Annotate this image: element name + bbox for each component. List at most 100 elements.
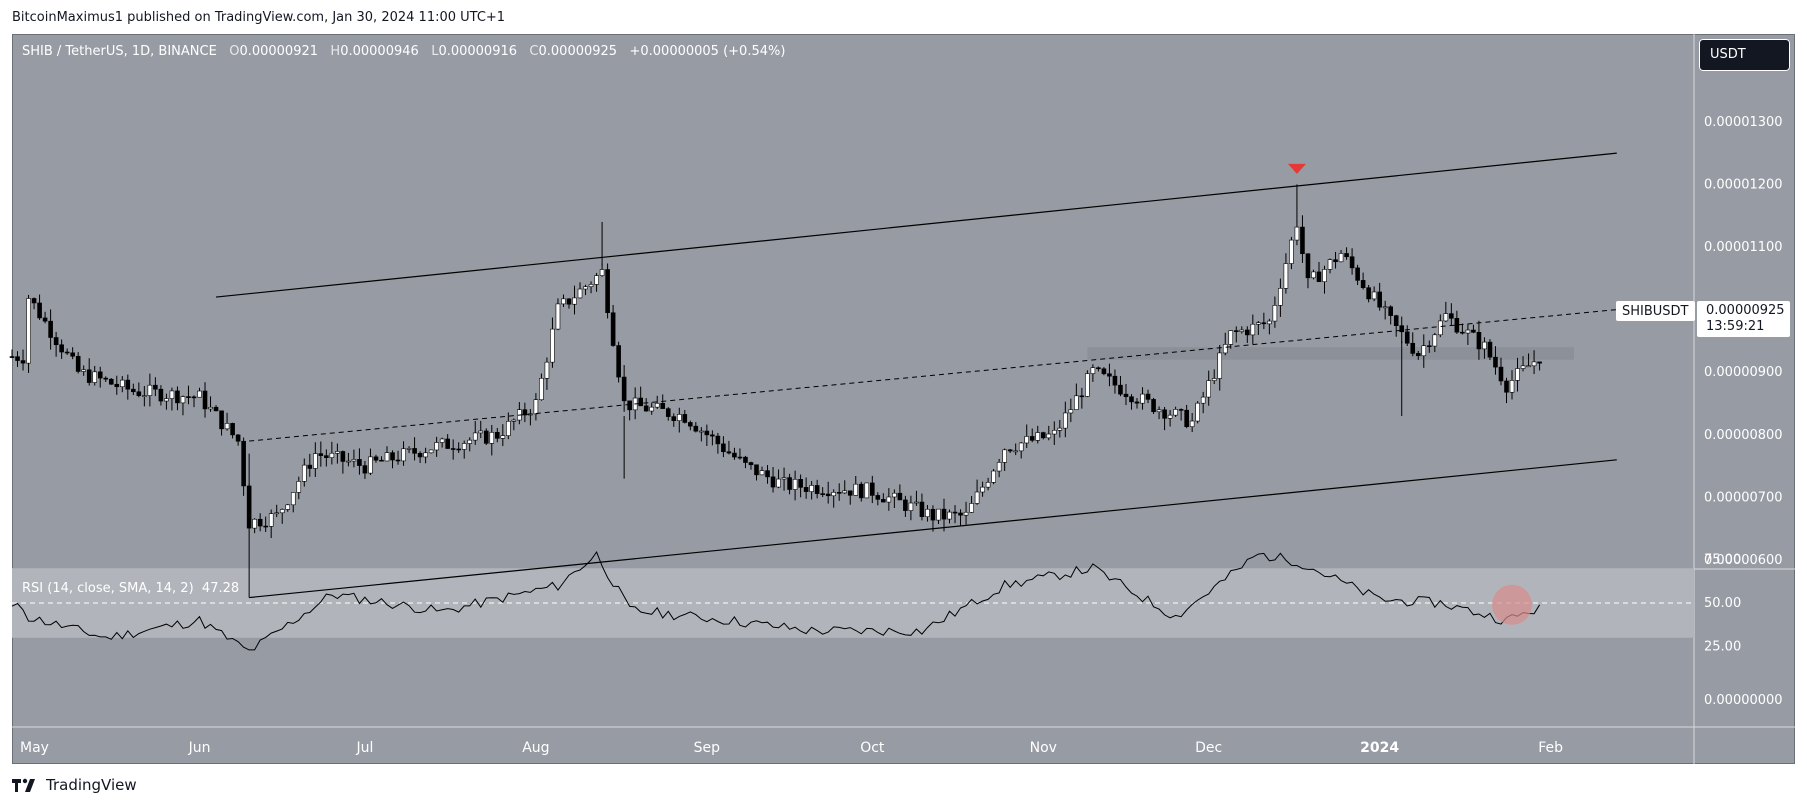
price-tick-label: 0.00000900: [1704, 365, 1783, 380]
candle-up: [577, 288, 583, 299]
candle-down: [671, 416, 677, 421]
candle-up: [335, 451, 340, 454]
candle-down: [1504, 380, 1509, 393]
candle-up: [1195, 402, 1200, 422]
candle-down: [103, 377, 109, 380]
candle-down: [324, 455, 329, 458]
time-tick-label: May: [20, 740, 49, 756]
footer-brand[interactable]: TradingView: [12, 776, 137, 794]
candle-up: [81, 369, 86, 372]
candle-up: [296, 481, 302, 493]
candle-up: [169, 390, 175, 399]
candle-down: [1537, 361, 1542, 364]
low-value: 0.00000916: [438, 44, 518, 59]
candle-up: [180, 396, 186, 404]
rsi-tick-label: 75.00: [1704, 553, 1741, 568]
candle-down: [9, 356, 15, 358]
candle-up: [1057, 427, 1063, 431]
candle-up: [290, 492, 296, 506]
candle-down: [86, 369, 92, 383]
candle-up: [914, 501, 919, 504]
candle-up: [831, 492, 836, 497]
candle-up: [1239, 329, 1245, 332]
candle-up: [676, 414, 682, 421]
candle-up: [1068, 409, 1074, 414]
candle-down: [114, 383, 120, 388]
candle-up: [1173, 409, 1178, 416]
candle-down: [1377, 291, 1382, 308]
candle-up: [991, 470, 996, 483]
candle-down: [814, 485, 820, 494]
candle-up: [925, 508, 930, 518]
candle-down: [903, 499, 908, 511]
candle-down: [445, 438, 450, 449]
candle-down: [627, 400, 632, 411]
candle-down: [153, 384, 158, 390]
time-tick-label: Feb: [1538, 740, 1563, 756]
candle-up: [147, 384, 153, 396]
candle-up: [550, 328, 555, 363]
candle-up: [1421, 345, 1427, 357]
candle-down: [1471, 329, 1476, 333]
candle-down: [1107, 373, 1112, 377]
candle-down: [20, 360, 26, 364]
candle-down: [1007, 449, 1013, 452]
candle-down: [307, 464, 313, 469]
candle-down: [158, 388, 164, 402]
candle-down: [70, 352, 75, 357]
resistance-zone: [1087, 347, 1574, 360]
candle-down: [688, 422, 693, 427]
candle-up: [1338, 253, 1344, 263]
publish-byline: BitcoinMaximus1 published on TradingView…: [12, 10, 506, 25]
candle-up: [478, 430, 484, 434]
candle-down: [610, 312, 616, 346]
candle-up: [346, 460, 351, 463]
price-tick-label: 0.00000600: [1704, 553, 1783, 568]
candle-down: [638, 397, 643, 407]
candle-down: [1162, 409, 1167, 419]
top-marker-icon: [1287, 163, 1306, 174]
candle-up: [285, 504, 291, 510]
candle-down: [213, 406, 219, 412]
candle-up: [1051, 429, 1057, 435]
candle-up: [864, 482, 870, 499]
candle-down: [417, 453, 423, 458]
candles: [9, 184, 1542, 598]
candle-down: [737, 456, 743, 459]
candle-up: [908, 502, 914, 511]
candle-down: [136, 391, 142, 396]
candle-down: [605, 269, 610, 314]
candle-up: [947, 511, 952, 520]
candle-up: [500, 435, 506, 439]
candle-down: [219, 410, 224, 430]
candle-down: [1233, 330, 1239, 332]
candle-up: [142, 395, 147, 397]
candle-up: [654, 403, 660, 408]
candle-up: [759, 470, 765, 476]
currency-button[interactable]: USDT: [1699, 39, 1790, 71]
candle-up: [853, 483, 859, 496]
candle-down: [340, 451, 346, 462]
chart-frame[interactable]: [12, 34, 1795, 764]
candle-down: [241, 440, 246, 487]
candle-up: [1189, 420, 1195, 427]
candle-up: [384, 452, 390, 462]
time-tick-label: Sep: [694, 740, 721, 756]
candle-down: [726, 451, 732, 454]
high-value: 0.00000946: [340, 44, 419, 59]
open-key: O: [229, 44, 240, 59]
last-price: 0.00000925: [1706, 303, 1785, 318]
candle-up: [792, 479, 798, 490]
price-tick-label: 0.00001200: [1704, 177, 1783, 192]
candle-up: [1272, 305, 1278, 322]
candle-down: [1360, 280, 1366, 288]
candle-down: [881, 499, 886, 503]
candle-up: [1090, 367, 1096, 374]
candle-up: [461, 443, 467, 450]
rsi-tick-label: 25.00: [1704, 640, 1741, 655]
candle-down: [665, 408, 671, 417]
candle-down: [1184, 409, 1189, 427]
candle-down: [616, 345, 621, 378]
candle-down: [1460, 331, 1465, 334]
